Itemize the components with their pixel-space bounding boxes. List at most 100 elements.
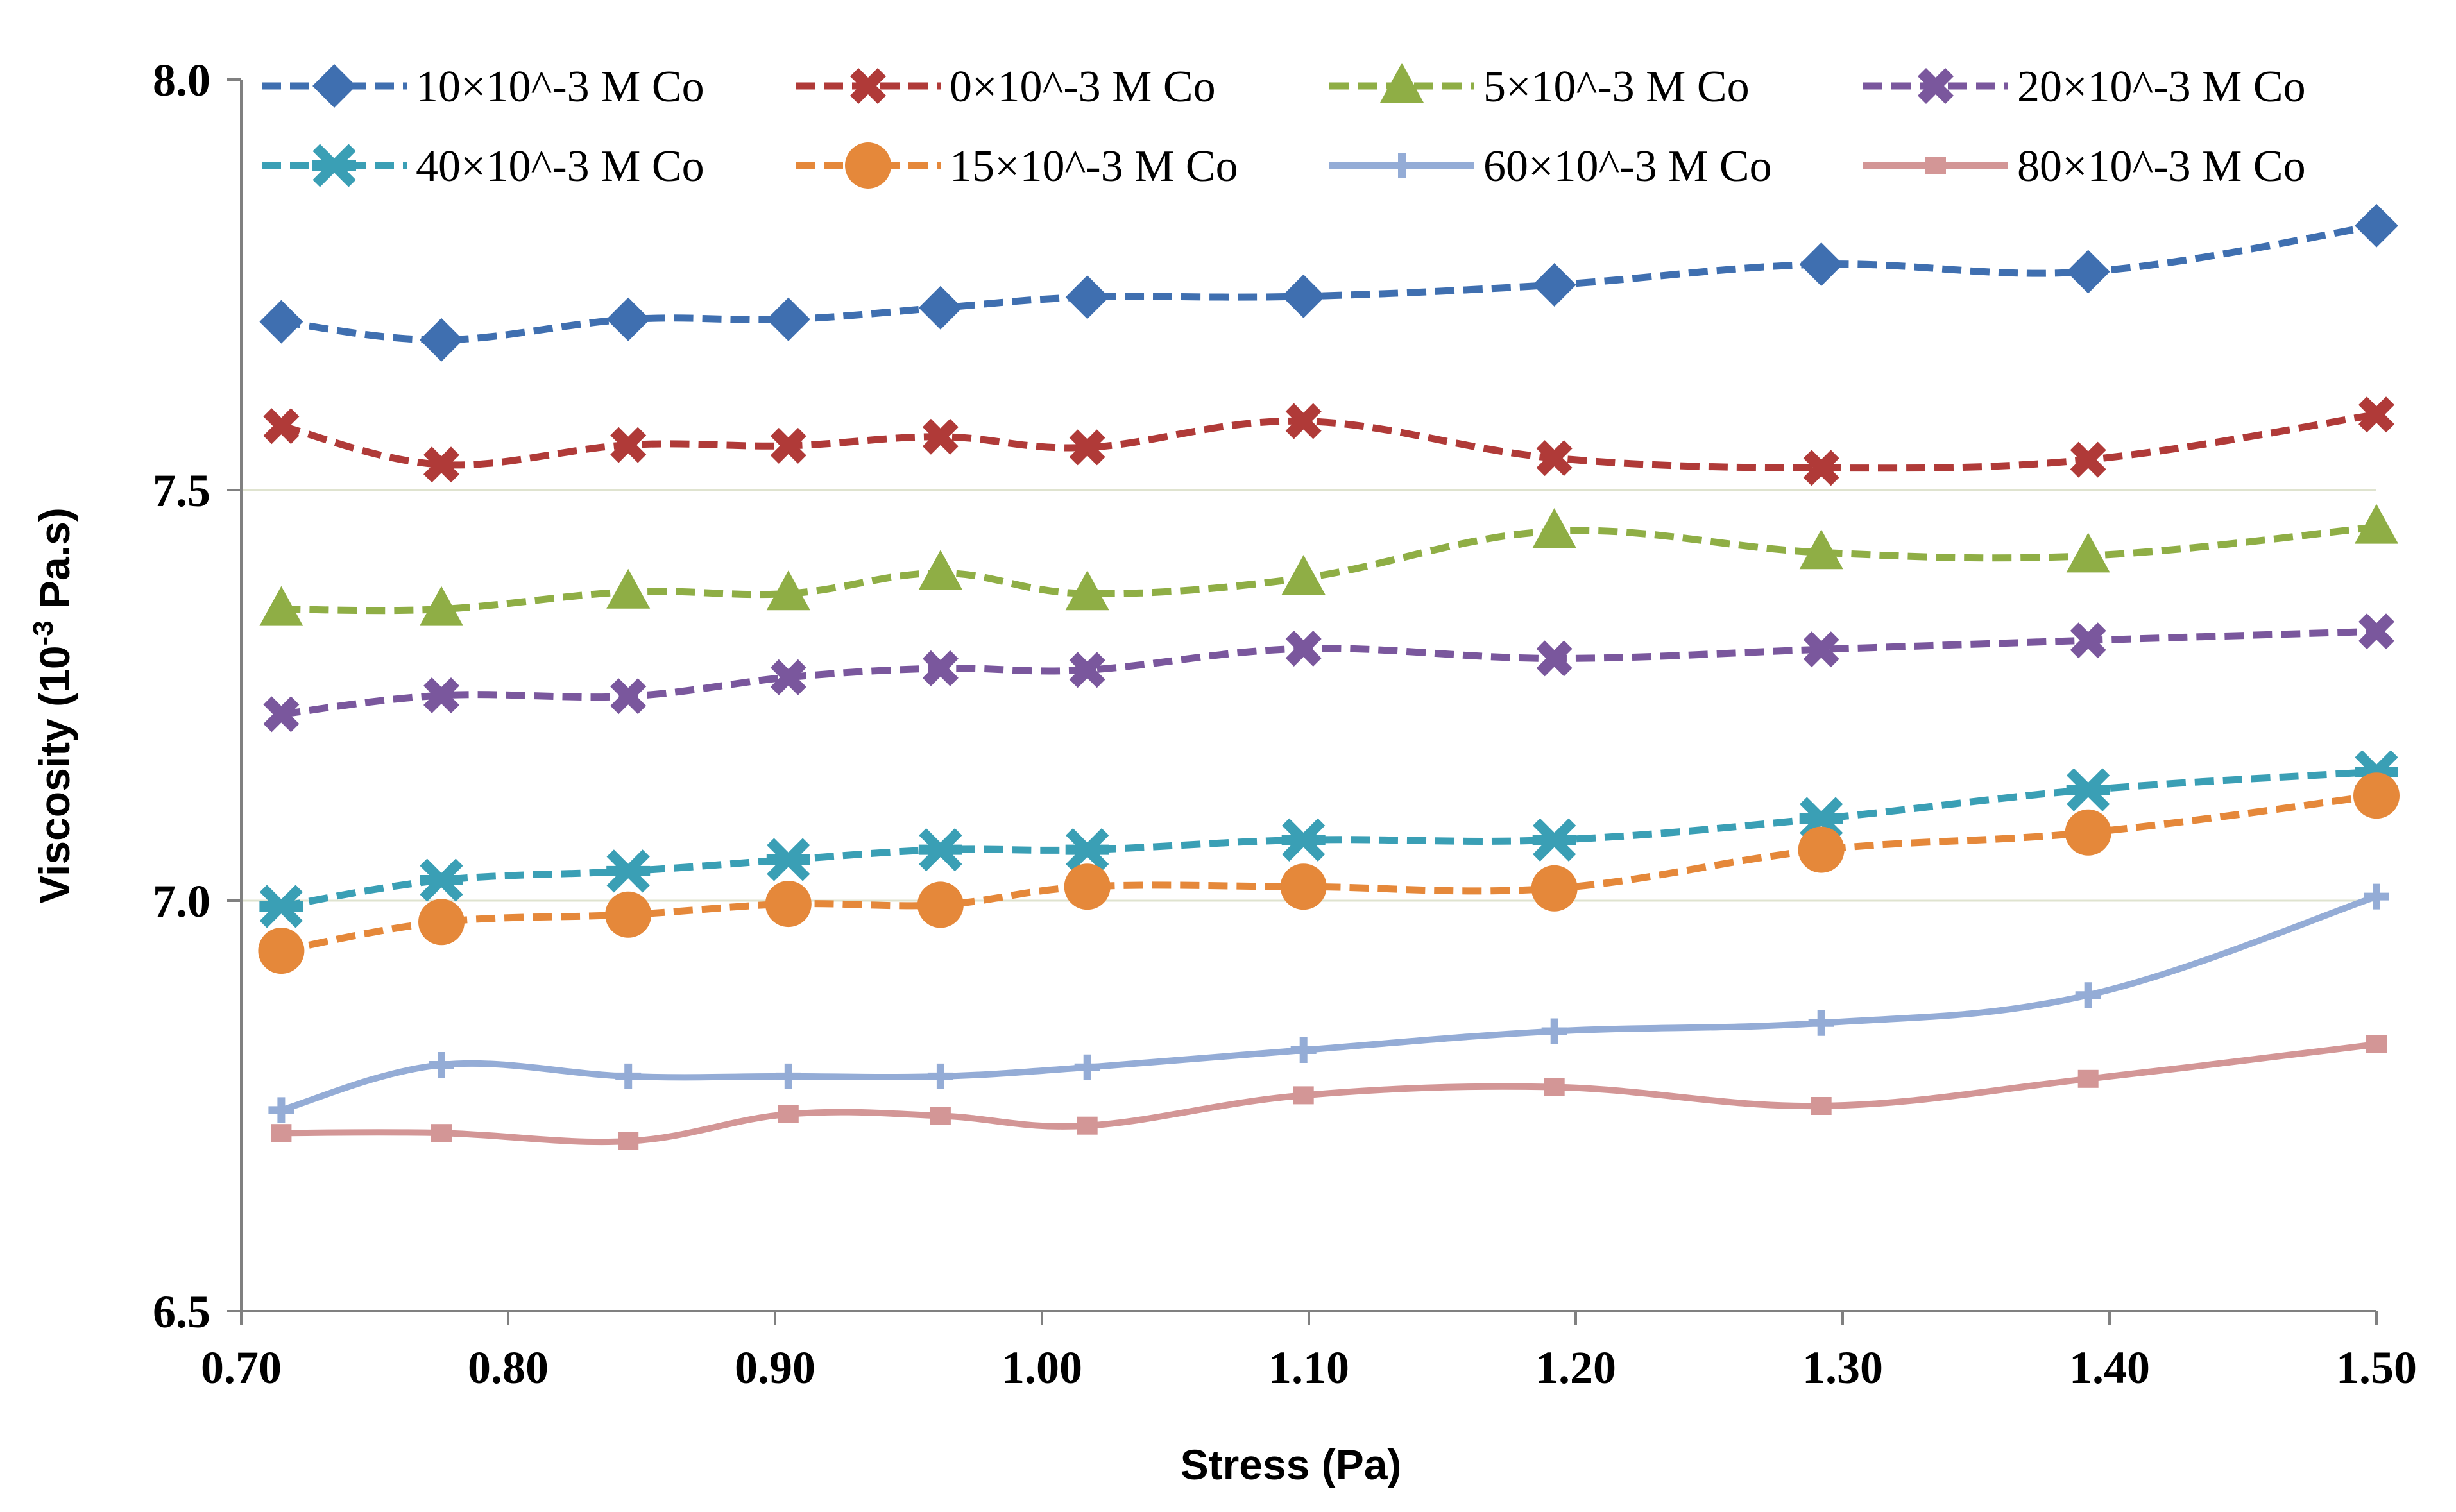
- legend-marker: [845, 142, 891, 189]
- legend-marker: [1389, 153, 1415, 178]
- data-point: [1064, 863, 1111, 910]
- legend-entry: 60×10^-3 M Co: [1329, 142, 1772, 191]
- data-point: [1281, 818, 1326, 862]
- data-point: [2355, 203, 2398, 248]
- x-tick-label: 1.40: [2069, 1342, 2150, 1393]
- data-point: [2077, 1069, 2099, 1088]
- series-1: [259, 203, 2398, 362]
- data-point: [271, 1124, 292, 1142]
- x-tick-label: 1.00: [1002, 1342, 1082, 1393]
- legend-entry: 0×10^-3 M Co: [796, 62, 1216, 112]
- data-point: [418, 899, 465, 946]
- y-axis-title-superscript: -3: [28, 620, 59, 645]
- data-point: [1811, 1097, 1832, 1115]
- x-tick-label: 0.80: [468, 1342, 549, 1393]
- legend-marker: [1925, 157, 1946, 174]
- x-tick-label: 1.20: [1535, 1342, 1616, 1393]
- data-point: [766, 570, 810, 611]
- data-point: [2066, 532, 2110, 573]
- axes-layer: 6.5 7.0 7.5 8.0 0.70 0.80 0.90 1.00 1.10 1.20 1.30…: [153, 55, 2417, 1393]
- series-layer: [258, 203, 2400, 1150]
- legend-entry: 80×10^-3 M Co: [1863, 142, 2306, 191]
- series-line: [280, 411, 2377, 472]
- data-point: [1074, 1054, 1100, 1080]
- data-point: [2353, 772, 2400, 819]
- data-point: [918, 550, 962, 590]
- data-point: [1532, 818, 1576, 862]
- data-point: [615, 1063, 642, 1089]
- legend-label: 20×10^-3 M Co: [2017, 62, 2306, 112]
- series-line: [280, 792, 2377, 955]
- x-tick-label: 0.90: [735, 1342, 815, 1393]
- series-line: [280, 627, 2377, 718]
- data-point: [1065, 275, 1109, 319]
- data-point: [420, 858, 463, 902]
- y-tick-label: 8.0: [153, 55, 210, 106]
- data-point: [770, 427, 806, 464]
- legend-label: 0×10^-3 M Co: [950, 62, 1216, 112]
- y-tick-label: 6.5: [153, 1286, 210, 1338]
- legend-entry: 15×10^-3 M Co: [796, 142, 1238, 191]
- legend-marker: [1918, 68, 1954, 104]
- data-point: [606, 568, 651, 609]
- series-7: [268, 883, 2389, 1123]
- data-point: [2358, 396, 2394, 433]
- data-point: [423, 446, 459, 483]
- data-point: [766, 838, 810, 881]
- data-point: [765, 881, 812, 928]
- x-axis-title: Stress (Pa): [1181, 1441, 1402, 1488]
- legend-entry: 40×10^-3 M Co: [262, 142, 704, 191]
- y-tick-label: 7.5: [153, 465, 210, 516]
- data-point: [1544, 1078, 1565, 1096]
- data-point: [770, 659, 806, 695]
- legend-marker: [312, 64, 356, 108]
- x-tick-label: 1.30: [1802, 1342, 1883, 1393]
- data-point: [1069, 429, 1105, 466]
- data-point: [1541, 1018, 1567, 1044]
- data-point: [263, 408, 300, 445]
- legend-entry: 10×10^-3 M Co: [262, 62, 704, 112]
- data-point: [606, 297, 651, 341]
- data-point: [918, 828, 962, 872]
- data-point: [2358, 613, 2394, 650]
- data-point: [429, 1052, 454, 1078]
- legend-label: 15×10^-3 M Co: [950, 142, 1238, 191]
- data-point: [1069, 652, 1105, 688]
- series-3: [259, 504, 2398, 626]
- data-point: [1536, 440, 1573, 477]
- data-point: [775, 1063, 801, 1089]
- data-point: [2070, 622, 2106, 659]
- data-point: [1281, 274, 1326, 318]
- data-point: [1799, 242, 1843, 286]
- data-point: [2364, 883, 2389, 910]
- data-point: [1803, 450, 1839, 486]
- y-axis-title-main: Viscosity (10: [31, 645, 78, 903]
- data-point: [778, 1105, 799, 1123]
- series-8: [271, 1035, 2387, 1150]
- data-point: [610, 678, 647, 715]
- data-point: [1532, 263, 1576, 307]
- data-point: [420, 586, 463, 626]
- data-point: [2065, 809, 2111, 856]
- legend-entry: 20×10^-3 M Co: [1863, 62, 2306, 112]
- data-point: [1798, 826, 1845, 873]
- legend-marker: [312, 144, 356, 187]
- series-line: [280, 222, 2377, 344]
- legend-marker: [850, 68, 886, 104]
- data-point: [927, 1063, 953, 1089]
- x-tick-label: 1.50: [2336, 1342, 2417, 1393]
- series-2: [263, 396, 2394, 486]
- series-4: [263, 613, 2394, 733]
- y-axis-title-tail: Pa.s): [31, 507, 78, 620]
- data-point: [2066, 250, 2110, 294]
- data-point: [1281, 555, 1326, 595]
- legend-label: 5×10^-3 M Co: [1483, 62, 1750, 112]
- legend-label: 60×10^-3 M Co: [1483, 142, 1772, 191]
- data-point: [423, 677, 459, 713]
- data-point: [2066, 768, 2110, 811]
- data-point: [1293, 1086, 1314, 1105]
- data-point: [258, 928, 305, 974]
- data-point: [922, 650, 959, 686]
- data-point: [1808, 1010, 1834, 1036]
